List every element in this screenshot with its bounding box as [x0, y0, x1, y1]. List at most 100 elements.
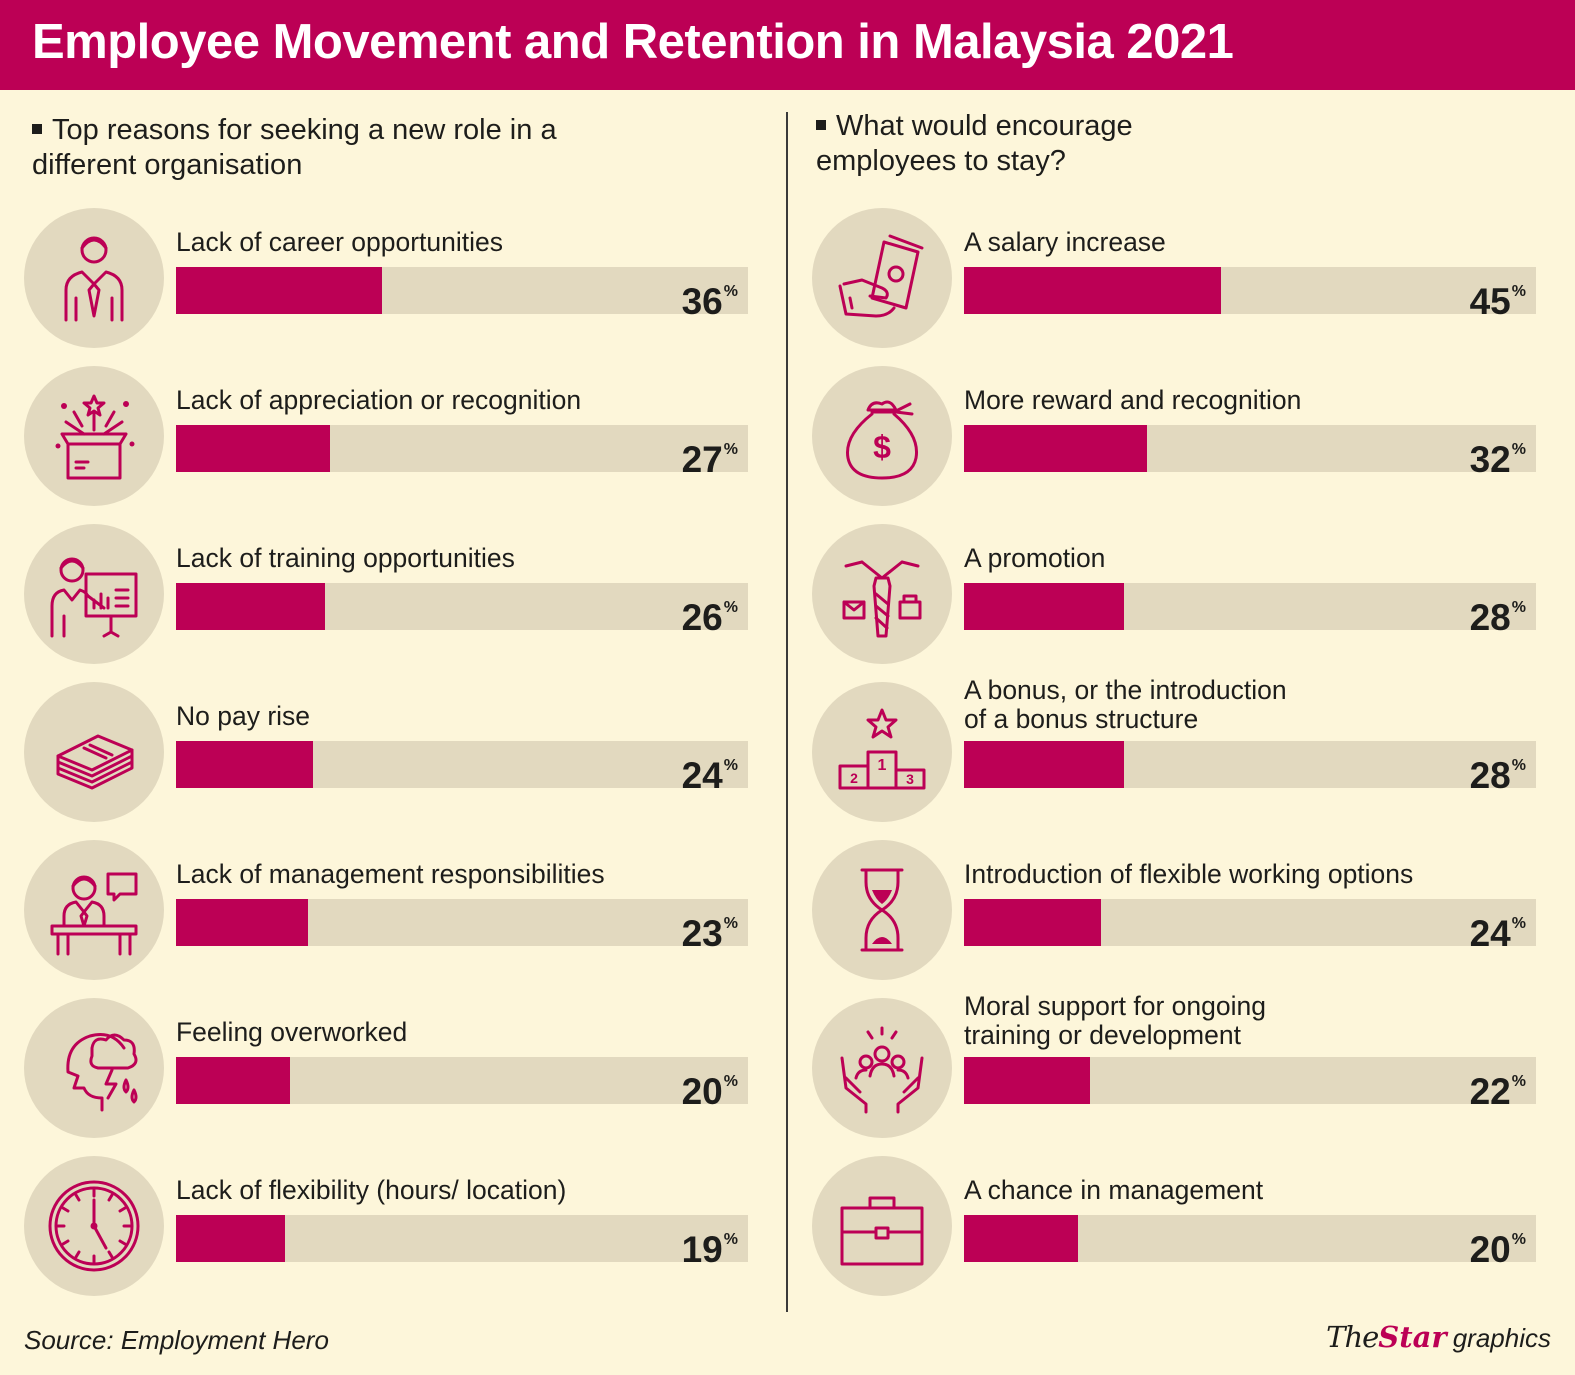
icon-circle: [24, 840, 164, 980]
gift-box-icon: [55, 394, 135, 480]
bar-label: Moral support for ongoing training or dev…: [964, 991, 1266, 1050]
bar-track: 22%: [964, 1057, 1536, 1112]
bar-row: A promotion 28%: [812, 524, 1572, 664]
manager-desk-icon: [50, 872, 138, 956]
icon-circle: [812, 998, 952, 1138]
right-section-title: What would encourage employees to stay?: [816, 110, 1133, 177]
icon-circle: [24, 524, 164, 664]
svg-text:$: $: [873, 429, 891, 465]
bar-label: Lack of career opportunities: [176, 227, 504, 257]
icon-circle: [24, 1156, 164, 1296]
support-hands-icon: [840, 1026, 924, 1114]
bar-label: More reward and recognition: [964, 385, 1302, 415]
data-label: 19%: [681, 1229, 738, 1270]
podium-icon: 1 2 3: [838, 708, 926, 790]
bar-label: Introduction of flexible working options: [964, 859, 1414, 889]
bar-track: 36%: [176, 267, 748, 322]
bar-row: Lack of training opportunities 26%: [24, 524, 784, 664]
bar-label: A chance in management: [964, 1175, 1264, 1205]
data-label: 26%: [681, 597, 738, 638]
bar: [964, 267, 1222, 314]
bar-track: 20%: [176, 1057, 748, 1112]
bar-row: Lack of appreciation or recognition 27%: [24, 366, 784, 506]
bar-row: Introduction of flexible working options…: [812, 840, 1572, 980]
bar-track: 24%: [964, 899, 1536, 954]
data-label: 28%: [1469, 755, 1526, 796]
icon-circle: [24, 682, 164, 822]
bar: [964, 583, 1125, 630]
icon-circle: $: [812, 366, 952, 506]
data-label: 28%: [1469, 597, 1526, 638]
icon-circle: [24, 208, 164, 348]
businessman-icon: [64, 236, 124, 322]
bar-label: No pay rise: [176, 701, 311, 731]
tie-promotion-icon: [842, 560, 922, 638]
bar-track: 19%: [176, 1215, 748, 1270]
bar-track: 32%: [964, 425, 1536, 480]
bar-label: A promotion: [964, 543, 1106, 573]
bar-label: Lack of management responsibilities: [176, 859, 605, 889]
cash-stack-icon: [56, 734, 134, 790]
bar: [176, 899, 308, 946]
page-title: Employee Movement and Retention in Malay…: [32, 15, 1234, 69]
header-banner: Employee Movement and Retention in Malay…: [0, 0, 1575, 90]
bar-track: 27%: [176, 425, 748, 480]
bar-row: No pay rise 24%: [24, 682, 784, 822]
icon-circle: [812, 208, 952, 348]
data-label: 24%: [681, 755, 738, 796]
bar: [964, 1215, 1079, 1262]
data-label: 22%: [1469, 1071, 1526, 1112]
bar-track: 45%: [964, 267, 1536, 322]
bar-row: Lack of career opportunities 36%: [24, 208, 784, 348]
svg-text:1: 1: [878, 757, 887, 774]
briefcase-icon: [840, 1196, 924, 1266]
bar-row: 1 2 3 A bonus, or the introduction of a bonu…: [812, 676, 1572, 822]
hourglass-icon: [860, 868, 904, 952]
icon-circle: [812, 524, 952, 664]
data-label: 27%: [681, 439, 738, 480]
data-label: 45%: [1469, 281, 1526, 322]
icon-circle: [24, 998, 164, 1138]
money-bag-icon: $: [846, 400, 919, 480]
left-section-title: Top reasons for seeking a new role in a …: [32, 114, 557, 181]
bar-row: A salary increase 45%: [812, 208, 1572, 348]
source-note: Source: Employment Hero: [24, 1325, 329, 1355]
bar-track: 24%: [176, 741, 748, 796]
bar-row: A chance in management 20%: [812, 1156, 1572, 1296]
bar-track: 28%: [964, 741, 1536, 796]
bar: [176, 1215, 285, 1262]
bar-row: $ More reward and recognition 32%: [812, 366, 1572, 506]
bar-label: Feeling overworked: [176, 1017, 408, 1047]
bar-row: Feeling overworked 20%: [24, 998, 784, 1138]
column-divider: [786, 112, 788, 1312]
bar-track: 20%: [964, 1215, 1536, 1270]
bar-row: Lack of flexibility (hours/ location) 19%: [24, 1156, 784, 1296]
bar: [964, 741, 1125, 788]
bar: [964, 899, 1102, 946]
presentation-icon: [50, 557, 138, 638]
bar-label: Lack of flexibility (hours/ location): [176, 1175, 567, 1205]
bar: [176, 583, 325, 630]
bar-label: Lack of appreciation or recognition: [176, 385, 582, 415]
brand-logo: TheStar graphics: [1326, 1320, 1551, 1354]
bullet-icon: [32, 124, 42, 134]
bar: [176, 425, 331, 472]
bar: [176, 267, 382, 314]
bar-label: Lack of training opportunities: [176, 543, 515, 573]
money-hand-icon: [838, 234, 924, 318]
icon-circle: [24, 366, 164, 506]
bar-label: A bonus, or the introduction of a bonus s…: [964, 675, 1287, 734]
icon-circle: [812, 1156, 952, 1296]
data-label: 23%: [681, 913, 738, 954]
bar: [964, 1057, 1090, 1104]
bar-track: 28%: [964, 583, 1536, 638]
bar-row: Lack of management responsibilities 23%: [24, 840, 784, 980]
data-label: 32%: [1469, 439, 1526, 480]
clock-icon: [48, 1180, 140, 1272]
icon-circle: [812, 840, 952, 980]
bar: [964, 425, 1148, 472]
bar: [176, 741, 314, 788]
data-label: 24%: [1469, 913, 1526, 954]
bar-track: 26%: [176, 583, 748, 638]
data-label: 20%: [681, 1071, 738, 1112]
